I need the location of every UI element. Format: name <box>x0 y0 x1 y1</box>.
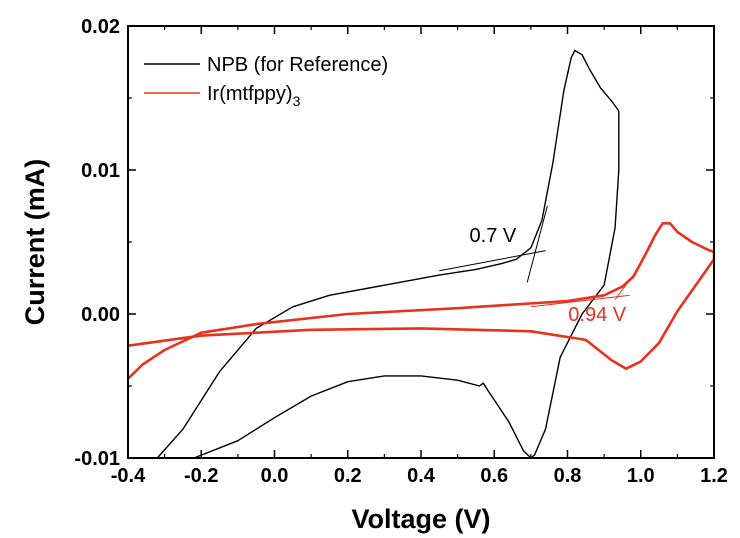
axis-tick-labels: -0.4 -0.2 0.0 0.2 0.4 0.6 0.8 1.0 1.2 -0.01 0.00 0.… <box>74 16 728 487</box>
x-tick-label: 1.2 <box>700 465 728 487</box>
annotation-1: 0.94 V <box>568 304 626 326</box>
y-tick-label: 0.00 <box>81 304 120 326</box>
legend-label-npb: NPB (for Reference) <box>207 54 388 76</box>
annotations: 0.7 V 0.94 V <box>470 225 627 326</box>
y-tick-label: 0.01 <box>81 160 120 182</box>
x-tick-label: 0.2 <box>334 465 362 487</box>
x-tick-label: 0.0 <box>261 465 289 487</box>
tangent-line-2 <box>530 294 630 308</box>
y-tick-label: 0.02 <box>81 16 120 38</box>
tangent-line-3 <box>614 264 642 300</box>
x-tick-label: 0.6 <box>480 465 508 487</box>
x-axis-title: Voltage (V) <box>351 504 490 534</box>
tangent-line-0 <box>439 250 546 272</box>
x-tick-label: -0.4 <box>111 465 146 487</box>
onset-tangents <box>439 205 642 308</box>
y-axis-title: Current (mA) <box>20 159 50 326</box>
series-line-1 <box>128 222 714 380</box>
axis-ticks <box>127 25 715 459</box>
x-tick-label: 0.4 <box>407 465 436 487</box>
legend-label-ir: Ir(mtfppy)3 <box>207 83 301 109</box>
tangent-line-1 <box>526 205 548 283</box>
series-line-0 <box>156 49 620 458</box>
annotation-0: 0.7 V <box>470 225 517 247</box>
x-tick-label: -0.2 <box>184 465 218 487</box>
x-tick-label: 1.0 <box>627 465 655 487</box>
x-tick-label: 0.8 <box>554 465 582 487</box>
legend: NPB (for Reference) Ir(mtfppy)3 <box>144 54 388 109</box>
plot-curves <box>128 49 714 458</box>
y-tick-label: -0.01 <box>74 448 120 470</box>
